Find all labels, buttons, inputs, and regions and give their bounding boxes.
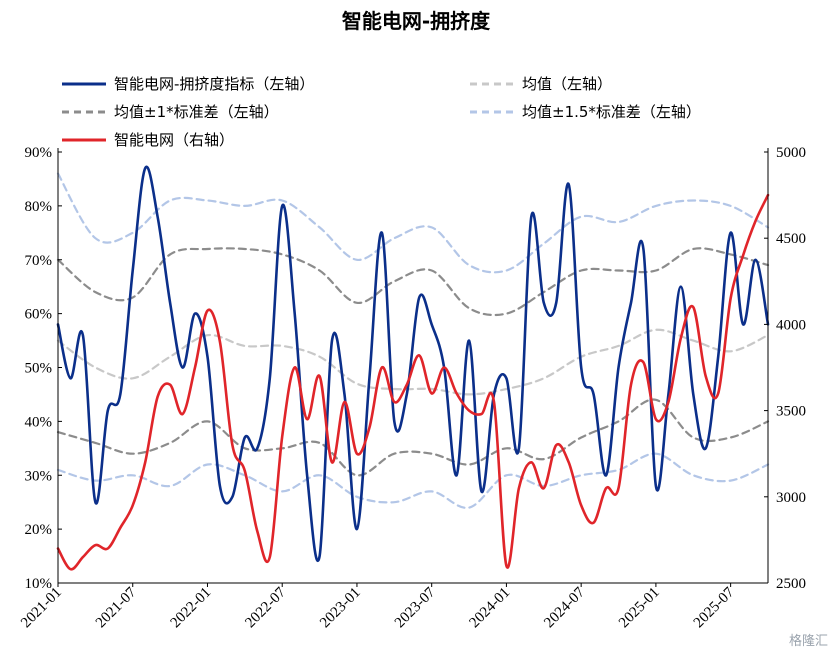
y-right-tick-label: 4500 bbox=[776, 231, 806, 247]
series-lines bbox=[56, 165, 770, 571]
x-tick-label: 2025-07 bbox=[691, 584, 738, 631]
x-tick-label: 2021-07 bbox=[93, 584, 140, 631]
mean-plus-1-5sd-line bbox=[56, 172, 770, 274]
y-left-tick-label: 60% bbox=[25, 307, 53, 323]
watermark-text: 格隆汇 bbox=[788, 634, 828, 649]
watermark-logo: 格隆汇 bbox=[789, 630, 828, 649]
y-left-tick-label: 40% bbox=[25, 414, 53, 430]
legend-label: 均值±1.5*标准差（左轴） bbox=[522, 103, 701, 121]
legend: 智能电网-拥挤度指标（左轴） 均值（左轴） 均值±1*标准差（左轴） 均值±1.5*标… bbox=[62, 75, 701, 149]
mean-line bbox=[56, 328, 770, 396]
smart-grid-price-line bbox=[56, 193, 770, 571]
x-tick-label: 2024-07 bbox=[541, 584, 588, 631]
y-right-tick-label: 3000 bbox=[776, 490, 806, 506]
legend-label: 智能电网（右轴） bbox=[114, 131, 234, 149]
y-left-tick-label: 70% bbox=[25, 253, 53, 269]
x-tick-label: 2024-01 bbox=[467, 585, 514, 632]
y-left-tick-label: 10% bbox=[25, 576, 53, 592]
x-tick-label: 2023-07 bbox=[392, 584, 439, 631]
y-left-tick-label: 90% bbox=[25, 145, 53, 161]
mean-plus-1sd-line bbox=[56, 247, 770, 317]
index-line bbox=[56, 165, 770, 562]
legend-label: 均值±1*标准差（左轴） bbox=[114, 103, 279, 121]
y-right-tick-label: 2500 bbox=[776, 576, 806, 592]
x-tick-label: 2022-07 bbox=[242, 584, 289, 631]
y-left-tick-label: 80% bbox=[25, 199, 53, 215]
x-tick-label: 2025-01 bbox=[616, 585, 663, 632]
legend-item: 均值±1.5*标准差（左轴） bbox=[470, 103, 701, 121]
legend-item: 智能电网（右轴） bbox=[62, 131, 234, 149]
x-tick-label: 2023-01 bbox=[317, 585, 364, 632]
y-left-tick-label: 30% bbox=[25, 468, 53, 484]
chart-title: 智能电网-拥挤度 bbox=[342, 9, 491, 33]
legend-item: 智能电网-拥挤度指标（左轴） bbox=[62, 75, 314, 93]
legend-label: 均值（左轴） bbox=[522, 75, 612, 93]
legend-item: 均值（左轴） bbox=[470, 75, 612, 93]
mean-minus-1sd-line bbox=[56, 398, 770, 477]
x-tick-label: 2022-01 bbox=[168, 585, 215, 632]
y-left-tick-label: 20% bbox=[25, 522, 53, 538]
y-right-tick-label: 3500 bbox=[776, 404, 806, 420]
y-left-tick-label: 50% bbox=[25, 361, 53, 377]
legend-item: 均值±1*标准差（左轴） bbox=[62, 103, 279, 121]
y-right-tick-label: 4000 bbox=[776, 317, 806, 333]
y-right-tick-label: 5000 bbox=[776, 145, 806, 161]
legend-label: 智能电网-拥挤度指标（左轴） bbox=[114, 75, 314, 93]
